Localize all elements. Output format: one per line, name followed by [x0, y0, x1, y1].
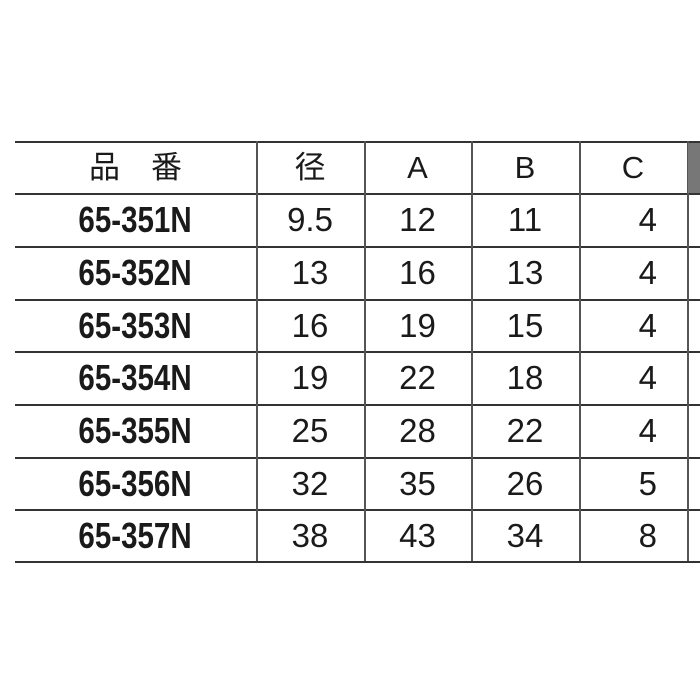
part-number: 65-357N — [78, 515, 193, 556]
column-divider — [579, 141, 581, 561]
table-cell: 13 — [506, 254, 544, 291]
part-number: 65-351N — [78, 199, 193, 240]
table-cell: 4 — [638, 307, 657, 344]
table-cell: 65-356N — [15, 458, 256, 510]
row-divider — [15, 457, 700, 459]
table-cell: 16 — [291, 307, 329, 344]
table-cell: 11 — [507, 201, 543, 238]
header-cell: B — [514, 150, 536, 185]
row-divider — [15, 299, 700, 301]
part-number: 65-353N — [78, 305, 193, 346]
header-cell: A — [407, 150, 428, 185]
table-cell: 65-351N — [15, 194, 256, 246]
header-edge-shade — [688, 143, 700, 193]
column-divider — [256, 141, 258, 561]
column-divider — [687, 141, 689, 561]
table-cell: 8 — [638, 517, 657, 554]
table-cell: 65-353N — [15, 300, 256, 352]
part-number: 65-355N — [78, 410, 193, 451]
table-cell: 65-354N — [15, 352, 256, 404]
table-cell: 65-357N — [15, 510, 256, 562]
table-cell: 18 — [506, 359, 544, 396]
table-cell: 22 — [399, 359, 436, 396]
table-cell: 22 — [506, 412, 544, 449]
table-cell: 9.5 — [287, 201, 333, 238]
table-cell: 43 — [399, 517, 436, 554]
table-cell: 38 — [291, 517, 329, 554]
part-number: 65-352N — [78, 252, 193, 293]
row-divider — [15, 246, 700, 248]
row-divider — [15, 404, 700, 406]
table-cell: 28 — [399, 412, 436, 449]
part-number: 65-356N — [78, 463, 193, 504]
table-cell: 13 — [291, 254, 329, 291]
column-divider — [471, 141, 473, 561]
row-divider — [15, 509, 700, 511]
table-cell: 26 — [506, 465, 544, 502]
table-cell: 35 — [399, 465, 436, 502]
part-number: 65-354N — [78, 357, 193, 398]
column-divider — [364, 141, 366, 561]
table-cell: 12 — [399, 201, 436, 238]
table-cell: 5 — [638, 465, 657, 502]
table-cell: 4 — [638, 254, 657, 291]
row-divider — [15, 193, 700, 195]
table-cell: 25 — [291, 412, 329, 449]
table-cell: 4 — [638, 201, 657, 238]
table-cell: 34 — [506, 517, 544, 554]
table-cell: 4 — [638, 412, 657, 449]
table-cell: 19 — [399, 307, 436, 344]
table-cell: 65-352N — [15, 247, 256, 299]
table-cell: 65-355N — [15, 405, 256, 457]
table-cell: 15 — [506, 307, 544, 344]
table-cell: 4 — [638, 359, 657, 396]
row-divider — [15, 561, 700, 563]
table-cell: 32 — [291, 465, 329, 502]
header-cell: C — [621, 150, 645, 185]
header-cell: 品 番 — [89, 150, 182, 185]
table-cell: 19 — [291, 359, 329, 396]
row-divider — [15, 351, 700, 353]
header-cell: 径 — [294, 150, 326, 185]
row-divider — [15, 141, 700, 143]
table-cell: 16 — [399, 254, 436, 291]
